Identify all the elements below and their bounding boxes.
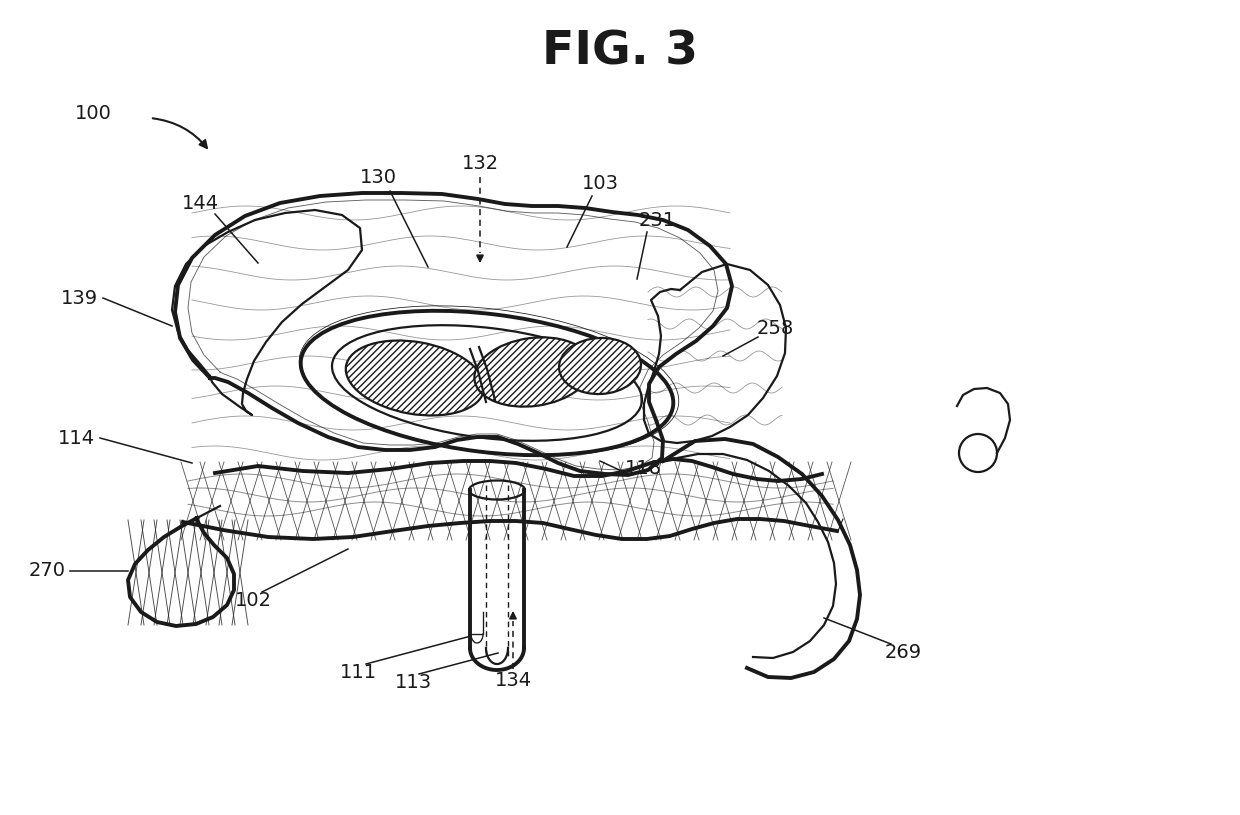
Text: FIG. 3: FIG. 3 xyxy=(542,29,698,74)
Text: 269: 269 xyxy=(884,642,921,662)
Text: 102: 102 xyxy=(234,591,272,610)
Ellipse shape xyxy=(475,337,591,407)
Text: 231: 231 xyxy=(639,210,676,230)
Text: 103: 103 xyxy=(582,174,619,192)
Text: 130: 130 xyxy=(360,168,397,187)
Text: 113: 113 xyxy=(394,673,432,693)
Text: 270: 270 xyxy=(29,562,66,580)
Text: 134: 134 xyxy=(495,671,532,689)
Text: 139: 139 xyxy=(61,289,98,307)
Text: 258: 258 xyxy=(756,319,794,337)
Text: 132: 132 xyxy=(461,153,498,173)
Ellipse shape xyxy=(559,338,641,394)
Text: 100: 100 xyxy=(76,104,112,122)
Text: 144: 144 xyxy=(181,193,218,213)
Text: 111: 111 xyxy=(340,663,377,682)
Ellipse shape xyxy=(346,341,484,416)
Text: 118: 118 xyxy=(625,459,662,478)
Text: 114: 114 xyxy=(58,429,95,447)
